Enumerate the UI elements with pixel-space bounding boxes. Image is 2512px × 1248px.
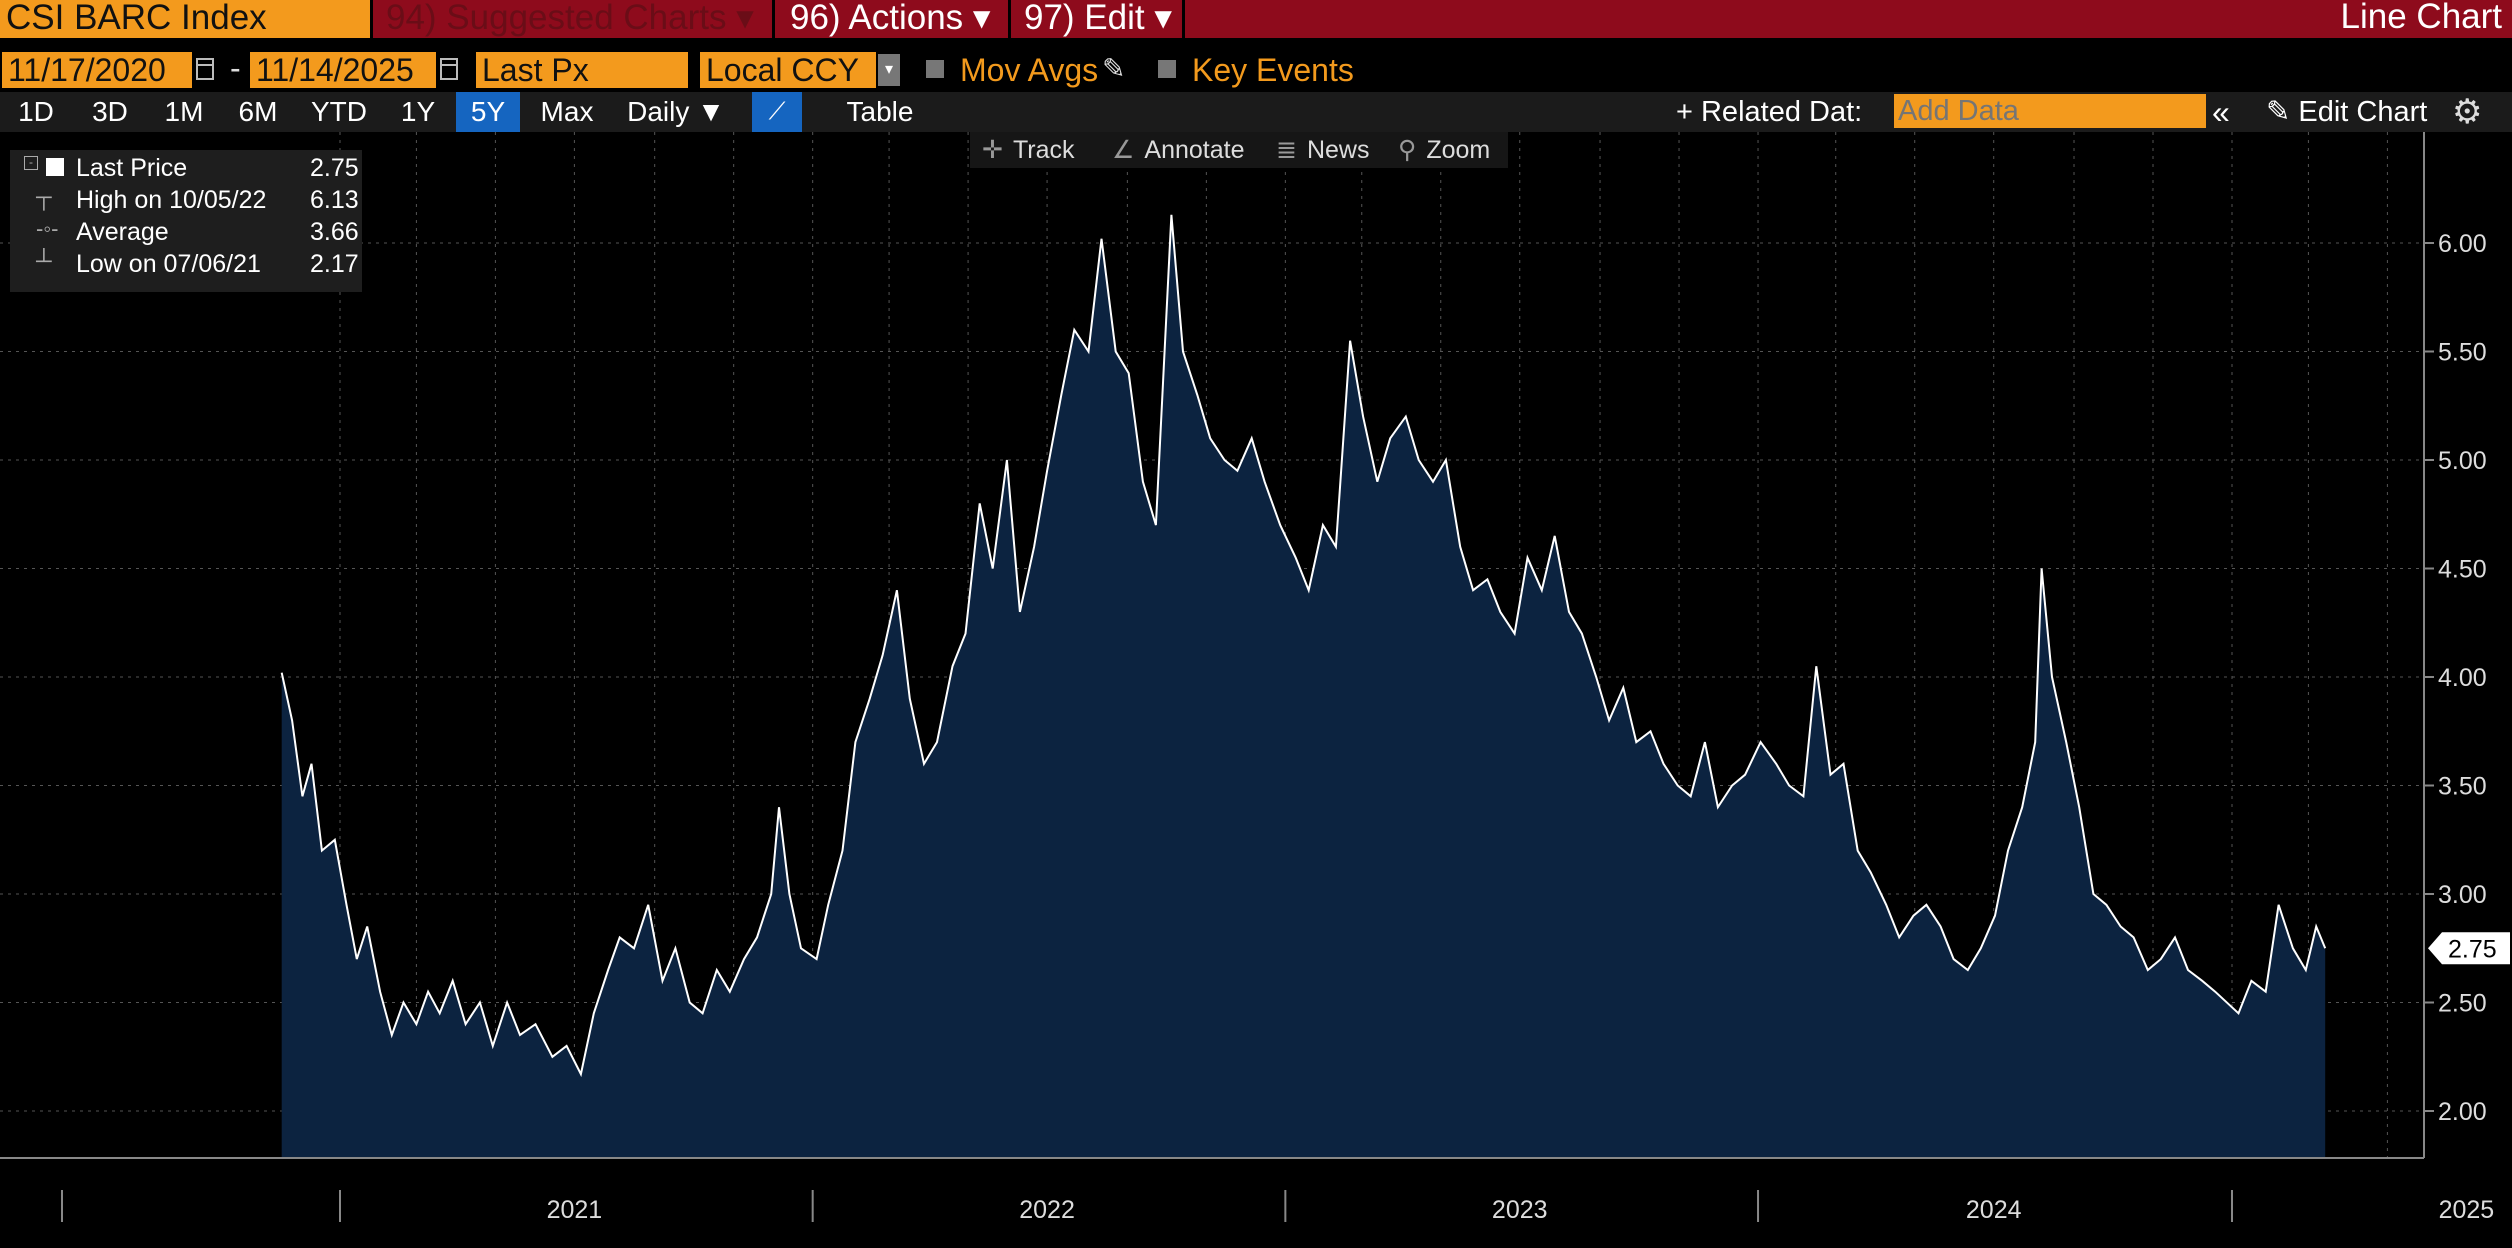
chart-tools-bar <box>970 132 1508 168</box>
crosshair-icon: ✛ <box>982 136 1003 164</box>
legend-average-label: Average <box>76 218 169 246</box>
legend-last-price-value: 2.75 <box>310 154 359 182</box>
collapse-legend-icon[interactable]: - <box>24 156 38 170</box>
legend-low-value: 2.17 <box>310 250 359 278</box>
y-tick-label: 3.50 <box>2438 773 2487 801</box>
chevron-down-icon: ▾ <box>736 0 754 37</box>
key-events-checkbox[interactable] <box>1158 60 1176 78</box>
last-value-tag-shape <box>2428 932 2510 965</box>
y-tick-label: 6.00 <box>2438 230 2487 258</box>
y-axis: 2.00 2.50 3.00 3.50 4.00 4.50 5.00 5.50 6.00 <box>2424 230 2487 1126</box>
x-year-label: 2021 <box>547 1196 603 1224</box>
low-marker-icon: ┴ <box>36 248 52 273</box>
suggested-charts-label: 94) Suggested Charts <box>386 0 727 37</box>
mov-avgs-label[interactable]: Mov Avgs <box>960 52 1099 88</box>
ticker-field[interactable]: CSI BARC Index <box>0 0 370 38</box>
pencil-icon[interactable]: ✎ <box>1102 53 1126 84</box>
actions-label: 96) Actions <box>790 0 964 37</box>
end-date-field[interactable]: 11/14/2025 <box>250 52 436 88</box>
price-area <box>281 214 2326 1159</box>
separator <box>1182 0 1185 38</box>
field-selector[interactable]: Last Px <box>476 52 688 88</box>
series-color-swatch <box>46 158 64 176</box>
period-3d[interactable]: 3D <box>92 96 128 127</box>
x-axis: 2021 2022 2023 2024 2025 <box>61 1190 2495 1224</box>
period-max[interactable]: Max <box>540 96 594 127</box>
x-year-label: 2022 <box>1019 1196 1075 1224</box>
separator <box>370 0 373 38</box>
collapse-icon[interactable]: « <box>2212 94 2230 130</box>
zoom-label: Zoom <box>1426 136 1491 164</box>
legend-last-price-label: Last Price <box>76 154 188 182</box>
mov-avgs-checkbox[interactable] <box>926 60 944 78</box>
legend-average-value: 3.66 <box>310 218 359 246</box>
frequency-selector[interactable]: Daily ▼ <box>627 96 725 127</box>
period-5y[interactable]: 5Y <box>456 92 520 132</box>
add-data-input[interactable] <box>1894 94 2206 128</box>
separator <box>1008 0 1011 38</box>
news-tool[interactable]: ≣ News <box>1276 132 1369 168</box>
y-tick-label: 5.00 <box>2438 447 2487 475</box>
y-tick-label: 5.50 <box>2438 339 2487 367</box>
chart-grid <box>0 132 2424 1158</box>
y-tick-label: 4.50 <box>2438 556 2487 584</box>
chevron-down-icon: ▾ <box>1154 0 1172 37</box>
edit-menu[interactable]: 97) Edit ▾ <box>1024 0 1172 38</box>
period-ytd[interactable]: YTD <box>311 96 367 127</box>
calendar-icon[interactable] <box>440 58 458 80</box>
period-1m[interactable]: 1M <box>164 96 204 127</box>
y-tick-label: 3.00 <box>2438 881 2487 909</box>
annotate-tool[interactable]: ∠ Annotate <box>1112 132 1245 168</box>
actions-menu[interactable]: 96) Actions ▾ <box>790 0 990 38</box>
gear-icon[interactable]: ⚙ <box>2452 93 2483 131</box>
legend-low-label: Low on 07/06/21 <box>76 250 261 278</box>
zoom-tool[interactable]: ⚲ Zoom <box>1398 132 1490 168</box>
period-6m[interactable]: 6M <box>238 96 278 127</box>
separator <box>772 0 775 38</box>
period-1y[interactable]: 1Y <box>400 96 436 127</box>
line-chart-icon[interactable]: ⟋ <box>752 92 802 132</box>
x-year-label: 2024 <box>1966 1196 2022 1224</box>
edit-chart-button[interactable]: ✎ Edit Chart <box>2266 92 2427 132</box>
last-value-tag: 2.75 <box>2428 932 2510 965</box>
top-menu-bar <box>0 0 2512 38</box>
x-year-label: 2023 <box>1492 1196 1548 1224</box>
news-label: News <box>1306 136 1370 164</box>
y-tick-label: 4.00 <box>2438 664 2487 692</box>
track-tool[interactable]: ✛ Track <box>982 132 1075 168</box>
track-label: Track <box>1012 136 1075 164</box>
currency-selector[interactable]: Local CCY <box>700 52 876 88</box>
legend-high-value: 6.13 <box>310 186 359 214</box>
related-data-button[interactable]: + Related Dat: <box>1676 96 1863 128</box>
chart-legend: - Last Price 2.75 ┬ High on 10/05/22 6.1… <box>10 150 362 292</box>
zoom-icon: ⚲ <box>1398 136 1417 164</box>
period-1d[interactable]: 1D <box>18 96 54 127</box>
last-value-label: 2.75 <box>2448 935 2497 963</box>
price-line <box>280 214 2327 1078</box>
pencil-icon: ✎ <box>2266 96 2299 128</box>
legend-high-label: High on 10/05/22 <box>76 186 267 214</box>
news-icon: ≣ <box>1276 136 1297 164</box>
start-date-field[interactable]: 11/17/2020 <box>2 52 192 88</box>
annotate-label: Annotate <box>1144 136 1245 164</box>
high-marker-icon: ┬ <box>36 184 52 209</box>
calendar-icon[interactable] <box>196 58 214 80</box>
chart-type-title: Line Chart <box>2340 0 2502 36</box>
y-tick-label: 2.00 <box>2438 1098 2487 1126</box>
annotate-icon: ∠ <box>1112 136 1135 164</box>
x-year-label: 2025 <box>2439 1196 2495 1224</box>
table-button[interactable]: Table <box>846 96 914 127</box>
average-marker-icon: -◦- <box>36 216 59 241</box>
suggested-charts-menu[interactable]: 94) Suggested Charts ▾ <box>386 0 754 38</box>
date-separator: - <box>230 50 241 86</box>
chevron-down-icon[interactable]: ▾ <box>878 54 900 86</box>
chevron-down-icon: ▾ <box>972 0 991 37</box>
edit-chart-label: Edit Chart <box>2298 96 2428 128</box>
key-events-label[interactable]: Key Events <box>1192 52 1354 88</box>
y-tick-label: 2.50 <box>2438 990 2487 1018</box>
edit-label: 97) Edit <box>1024 0 1145 37</box>
